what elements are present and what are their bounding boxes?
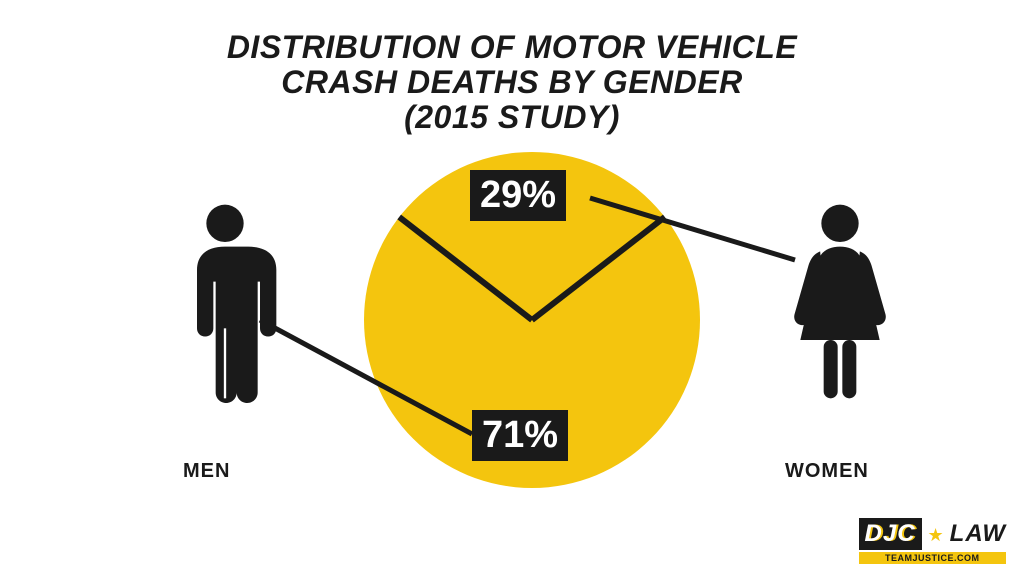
pct-label-71: 71%	[472, 410, 568, 461]
logo-subtext: TEAMJUSTICE.COM	[859, 552, 1006, 564]
male-icon	[160, 200, 290, 410]
pct-label-29: 29%	[470, 170, 566, 221]
star-icon: ★	[928, 525, 944, 546]
logo-djc: DJC	[859, 518, 922, 550]
title-line-1: DISTRIBUTION OF MOTOR VEHICLE	[0, 30, 1024, 65]
brand-logo: DJC ★ LAW TEAMJUSTICE.COM	[859, 518, 1006, 564]
female-icon	[775, 200, 905, 410]
category-label-women: WOMEN	[785, 460, 869, 483]
logo-top-row: DJC ★ LAW	[859, 518, 1006, 550]
page-title: DISTRIBUTION OF MOTOR VEHICLE CRASH DEAT…	[0, 30, 1024, 136]
title-line-2: CRASH DEATHS BY GENDER	[0, 65, 1024, 100]
title-line-3: (2015 STUDY)	[0, 100, 1024, 135]
logo-law: LAW	[950, 520, 1006, 548]
category-label-men: MEN	[183, 460, 230, 483]
